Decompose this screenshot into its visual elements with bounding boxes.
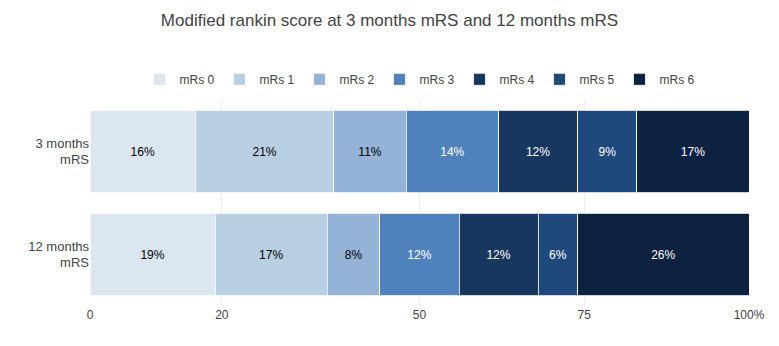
svg-text:17%: 17% bbox=[259, 248, 283, 262]
svg-text:21%: 21% bbox=[252, 145, 276, 159]
svg-text:mRs 6: mRs 6 bbox=[659, 73, 694, 87]
svg-text:20: 20 bbox=[215, 308, 229, 322]
svg-text:mRs 0: mRs 0 bbox=[180, 73, 215, 87]
svg-text:mRs 1: mRs 1 bbox=[259, 73, 294, 87]
svg-text:12%: 12% bbox=[526, 145, 550, 159]
svg-text:19%: 19% bbox=[140, 248, 164, 262]
svg-text:12%: 12% bbox=[407, 248, 431, 262]
svg-text:6%: 6% bbox=[549, 248, 567, 262]
svg-text:9%: 9% bbox=[598, 145, 616, 159]
svg-text:14%: 14% bbox=[440, 145, 464, 159]
svg-text:12 monthsmRS: 12 monthsmRS bbox=[28, 239, 89, 271]
svg-text:8%: 8% bbox=[345, 248, 363, 262]
svg-text:16%: 16% bbox=[131, 145, 155, 159]
svg-text:50: 50 bbox=[413, 308, 427, 322]
svg-text:100%: 100% bbox=[734, 308, 765, 322]
svg-text:0: 0 bbox=[87, 308, 94, 322]
svg-text:mRs 3: mRs 3 bbox=[419, 73, 454, 87]
svg-text:3 monthsmRS: 3 monthsmRS bbox=[36, 136, 90, 168]
svg-text:11%: 11% bbox=[358, 145, 381, 159]
svg-text:26%: 26% bbox=[651, 248, 675, 262]
svg-text:mRs 5: mRs 5 bbox=[579, 73, 614, 87]
svg-text:Modified rankin score at 3 mon: Modified rankin score at 3 months mRS an… bbox=[161, 11, 618, 30]
svg-text:75: 75 bbox=[578, 308, 592, 322]
svg-text:mRs 2: mRs 2 bbox=[339, 73, 374, 87]
svg-text:mRs 4: mRs 4 bbox=[499, 73, 534, 87]
svg-text:17%: 17% bbox=[681, 145, 705, 159]
svg-text:12%: 12% bbox=[486, 248, 510, 262]
